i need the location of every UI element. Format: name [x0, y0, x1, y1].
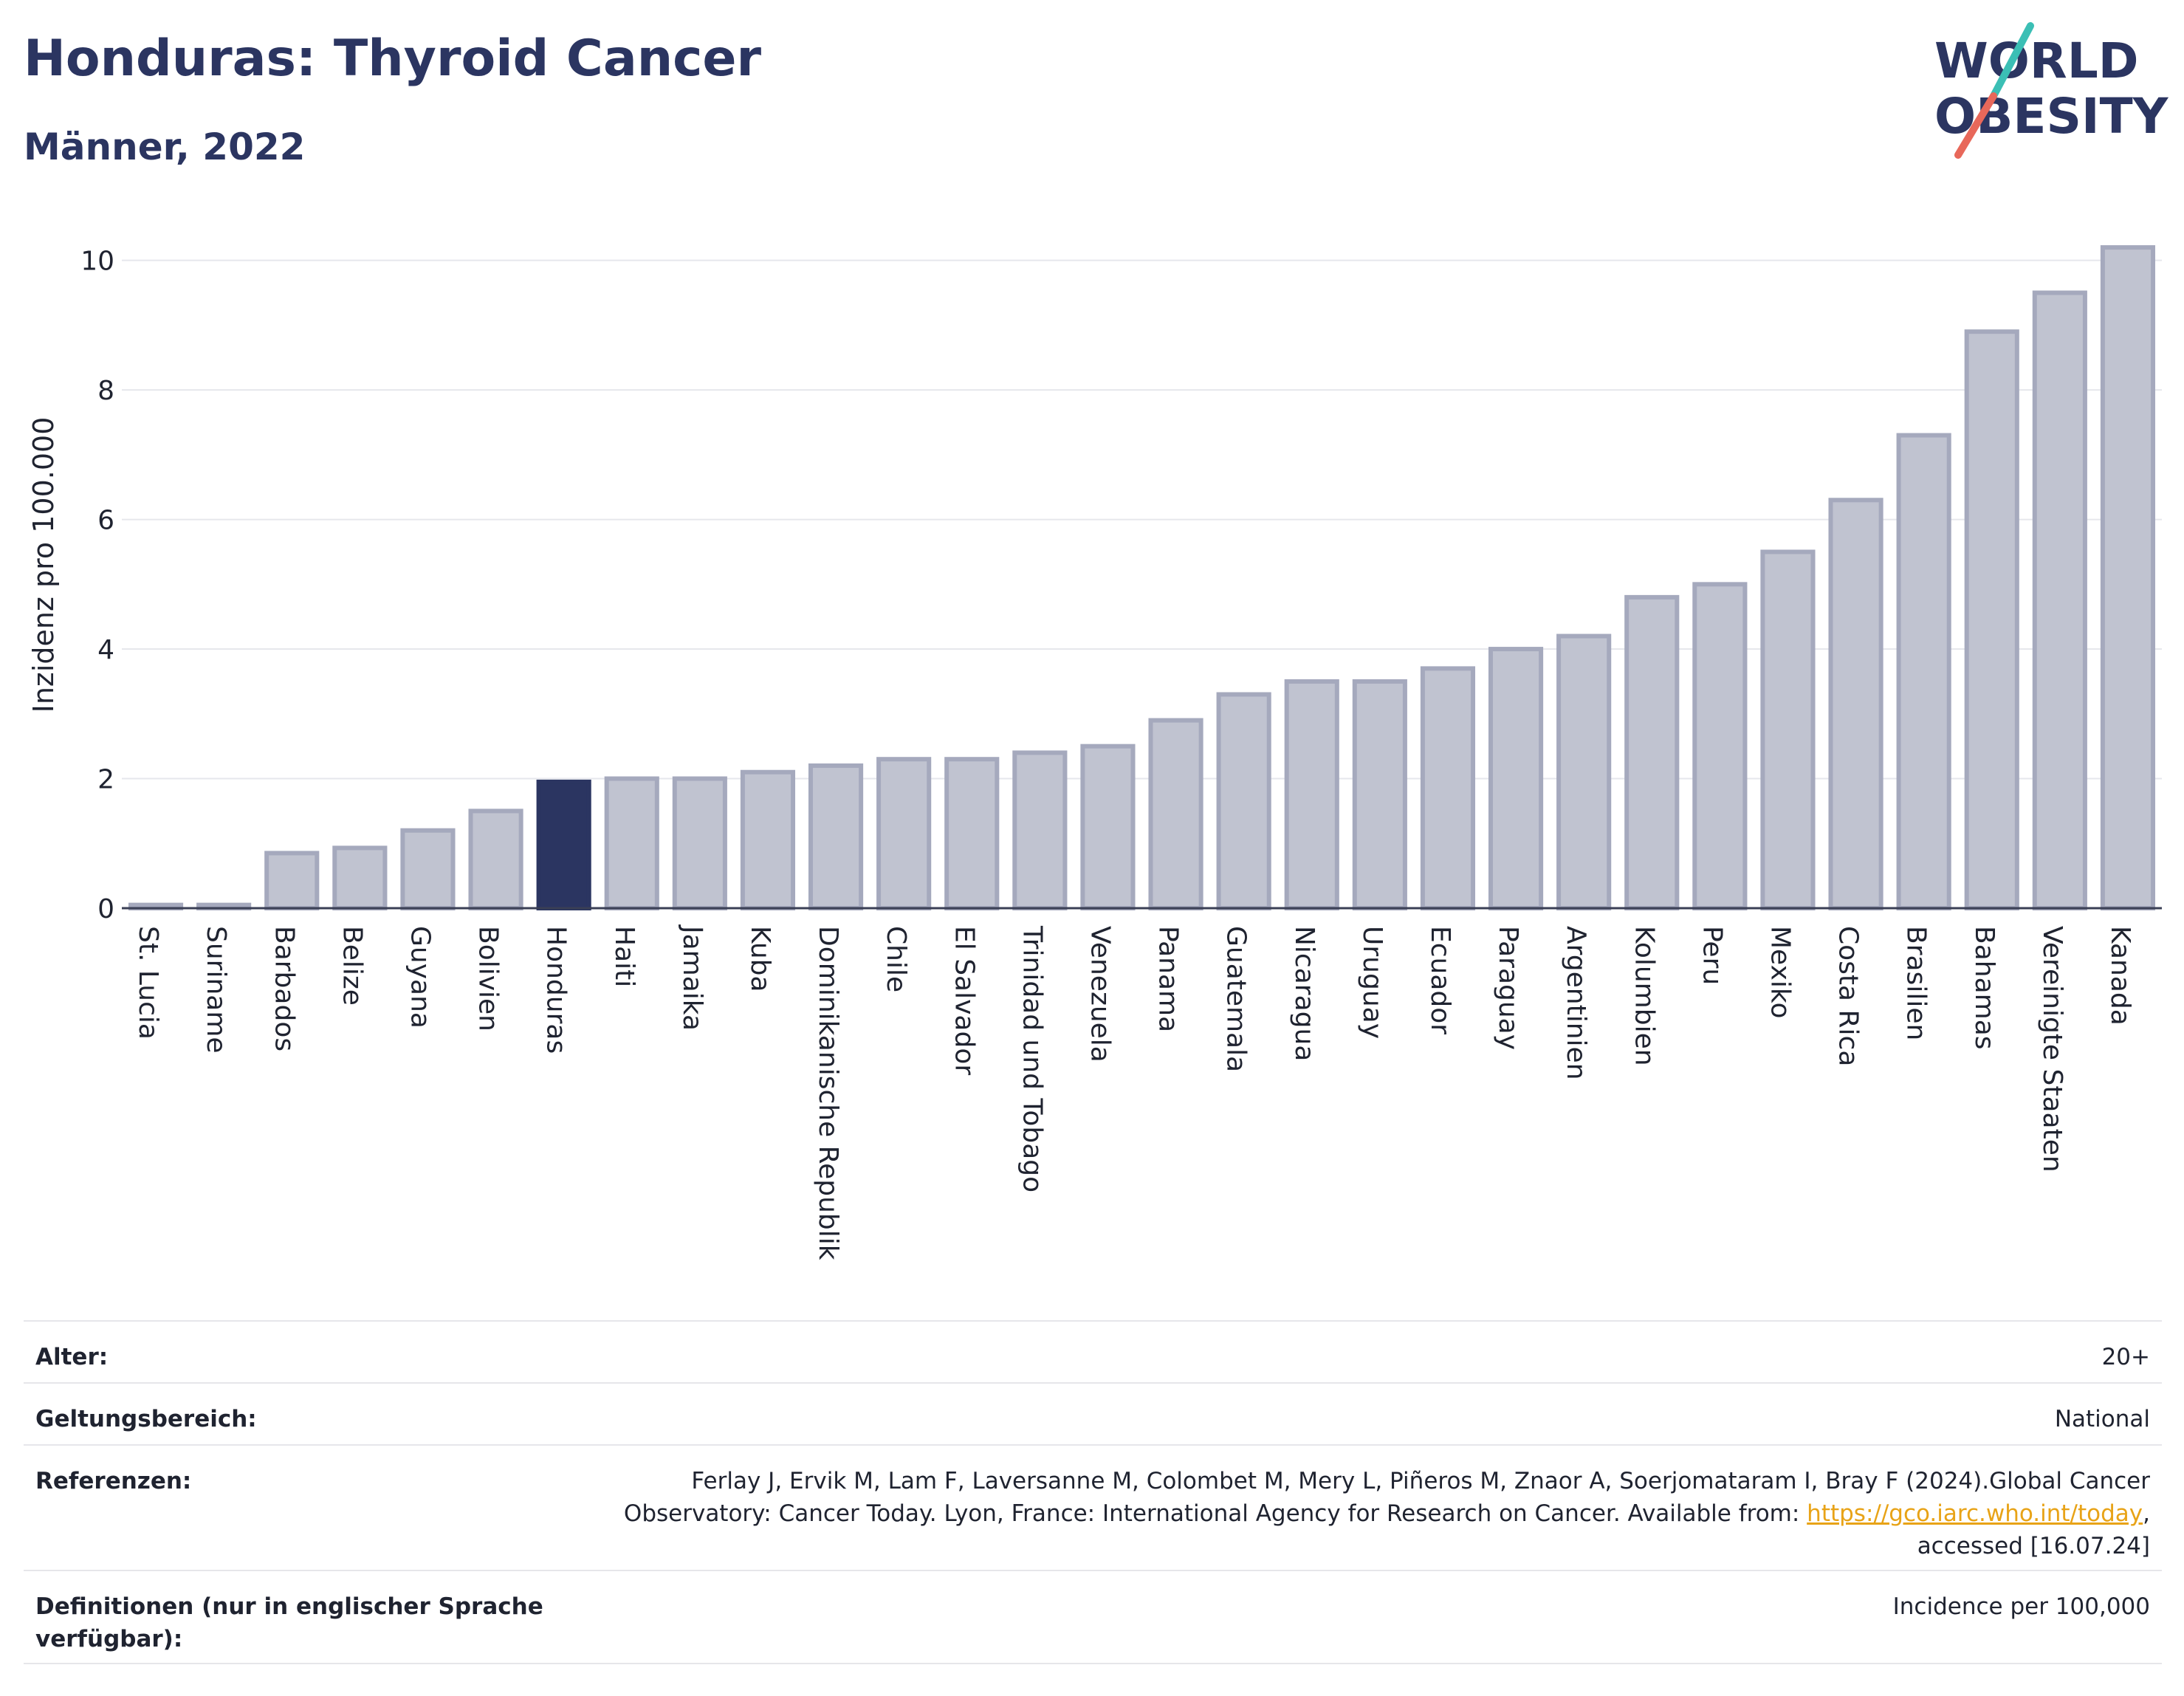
x-tick-label-dominikanische-republik: Dominikanische Republik	[813, 926, 843, 1260]
bar-peru	[1692, 582, 1748, 910]
x-tick-labels: St. Lucia Suriname Barbados Belize Guyana Bol…	[133, 924, 2135, 1260]
x-tick-label-barbados: Barbados	[269, 926, 299, 1051]
bar-panama	[1148, 718, 1203, 910]
bar-mexiko	[1760, 549, 1816, 910]
bar-brasilien	[1896, 433, 1951, 910]
y-tick-label-6: 6	[97, 506, 114, 536]
bars-layer	[128, 245, 2156, 911]
bar-costa-rica	[1828, 498, 1883, 910]
y-tick-label-8: 8	[97, 376, 114, 406]
info-value-age: 20+	[2101, 1344, 2150, 1370]
bar-kanada	[2100, 245, 2156, 910]
y-tick-label-10: 10	[80, 247, 114, 277]
x-tick-label-suriname: Suriname	[201, 926, 231, 1054]
bar-venezuela	[1080, 744, 1136, 911]
info-row-definitions: Definitionen (nur in englischer Sprache …	[24, 1570, 2162, 1664]
bar-uruguay	[1352, 679, 1407, 910]
bar-guatemala	[1216, 692, 1271, 910]
x-tick-label-nicaragua: Nicaragua	[1289, 926, 1319, 1061]
logo-slash-red	[1954, 92, 1997, 159]
y-axis-label: Inzidenz pro 100.000	[27, 417, 60, 713]
reference-text: Ferlay J, Ervik M, Lam F, Laversanne M, …	[623, 1468, 2150, 1527]
x-tick-label-ecuador: Ecuador	[1425, 926, 1455, 1034]
x-tick-label-guyana: Guyana	[405, 926, 435, 1029]
x-tick-label-haiti: Haiti	[609, 926, 639, 987]
x-tick-label-trinidad-und-tobago: Trinidad und Tobago	[1017, 925, 1047, 1192]
bar-el-salvador	[944, 757, 1000, 910]
info-row-scope: Geltungsbereich: National	[24, 1382, 2162, 1444]
info-row-age: Alter: 20+	[24, 1320, 2162, 1382]
bar-nicaragua	[1284, 679, 1339, 910]
x-tick-label-peru: Peru	[1697, 926, 1727, 985]
x-tick-label-vereinigte-staaten: Vereinigte Staaten	[2037, 926, 2067, 1173]
info-value-scope: National	[2054, 1406, 2150, 1432]
bar-jamaika	[672, 776, 727, 911]
x-tick-label-mexiko: Mexiko	[1765, 926, 1795, 1018]
x-tick-label-chile: Chile	[881, 926, 911, 992]
info-row-references: Referenzen: Ferlay J, Ervik M, Lam F, La…	[24, 1444, 2162, 1570]
info-table: Alter: 20+ Geltungsbereich: National Ref…	[24, 1320, 2162, 1664]
x-tick-label-jamaika: Jamaika	[677, 924, 707, 1031]
bar-bahamas	[1964, 329, 2019, 910]
x-tick-label-bolivien: Bolivien	[473, 926, 504, 1031]
x-tick-label-bahamas: Bahamas	[1969, 926, 1999, 1050]
y-tick-label-0: 0	[97, 894, 114, 924]
y-tick-labels: 0 2 4 6 8 10	[80, 247, 114, 924]
x-tick-label-uruguay: Uruguay	[1357, 926, 1387, 1039]
x-tick-label-paraguay: Paraguay	[1493, 926, 1523, 1050]
x-tick-label-argentinien: Argentinien	[1561, 926, 1591, 1080]
x-tick-label-kolumbien: Kolumbien	[1629, 926, 1659, 1066]
x-tick-label-st-lucia: St. Lucia	[133, 926, 163, 1040]
bar-chart: 0 2 4 6 8 10 St. Lucia Suriname Barbados Belize G…	[27, 245, 2162, 1260]
x-tick-label-el-salvador: El Salvador	[949, 926, 979, 1075]
bar-dominikanische-republik	[808, 763, 864, 910]
reference-suffix: , accessed [16.07.24]	[1917, 1500, 2150, 1559]
y-tick-label-4: 4	[97, 635, 114, 665]
bar-barbados	[264, 851, 320, 911]
bar-vereinigte-staaten	[2032, 290, 2087, 910]
bar-honduras	[536, 779, 591, 910]
bar-trinidad-und-tobago	[1012, 750, 1068, 910]
info-label-age: Alter:	[35, 1344, 109, 1370]
x-tick-label-brasilien: Brasilien	[1901, 926, 1931, 1040]
bar-haiti	[604, 776, 659, 911]
x-tick-label-belize: Belize	[337, 926, 367, 1006]
x-tick-label-honduras: Honduras	[541, 926, 571, 1054]
logo-slash-teal	[1990, 22, 2034, 100]
bar-ecuador	[1420, 666, 1476, 911]
y-tick-label-2: 2	[97, 765, 114, 795]
x-tick-label-panama: Panama	[1153, 926, 1184, 1032]
x-tick-label-kuba: Kuba	[745, 926, 775, 992]
x-tick-label-kanada: Kanada	[2105, 926, 2135, 1026]
bar-kolumbien	[1624, 594, 1680, 910]
page-title: Honduras: Thyroid Cancer	[24, 30, 762, 88]
bar-argentinien	[1556, 634, 1612, 911]
info-value-references: Ferlay J, Ervik M, Lam F, Laversanne M, …	[600, 1465, 2150, 1570]
bar-bolivien	[468, 808, 523, 911]
x-tick-label-costa-rica: Costa Rica	[1833, 926, 1864, 1066]
x-tick-label-venezuela: Venezuela	[1085, 926, 1115, 1062]
bar-chile	[876, 757, 932, 910]
info-label-scope: Geltungsbereich:	[35, 1406, 257, 1432]
logo-text-world: WORLD	[1934, 32, 2139, 89]
bar-belize	[332, 845, 388, 910]
reference-link[interactable]: https://gco.iarc.who.int/today	[1807, 1500, 2143, 1527]
info-label-references: Referenzen:	[35, 1468, 192, 1494]
info-label-definitions: Definitionen (nur in englischer Sprache …	[35, 1593, 543, 1652]
bar-guyana	[400, 828, 456, 911]
bar-kuba	[740, 769, 796, 911]
bar-paraguay	[1488, 647, 1544, 910]
x-tick-label-guatemala: Guatemala	[1221, 926, 1251, 1072]
info-value-definitions: Incidence per 100,000	[1892, 1593, 2150, 1620]
page-subtitle: Männer, 2022	[24, 126, 306, 168]
world-obesity-logo: WORLD OBESITY	[1934, 22, 2169, 159]
